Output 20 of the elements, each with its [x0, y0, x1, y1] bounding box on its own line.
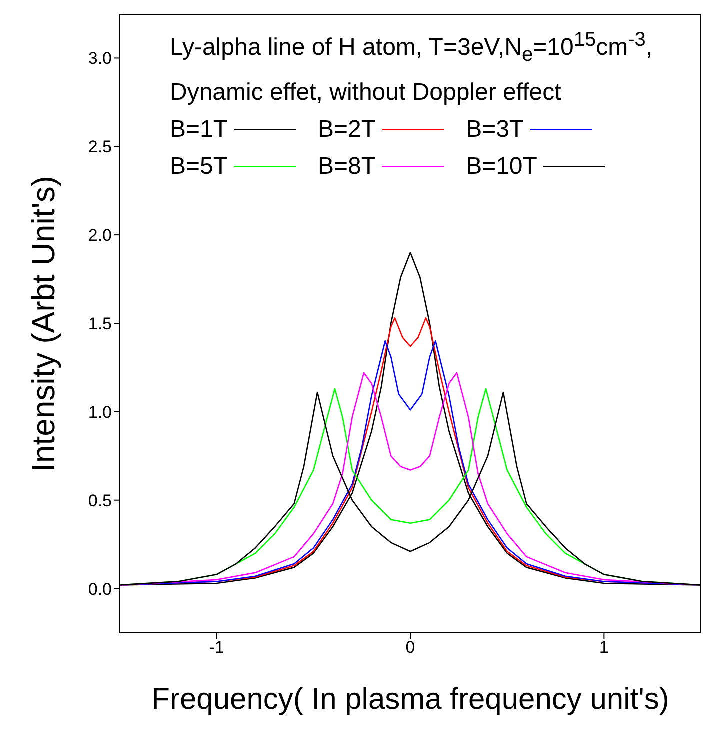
- legend-label: B=5T: [170, 152, 228, 182]
- legend-label: B=8T: [318, 152, 376, 182]
- text: Dynamic effet, without Doppler effect: [170, 78, 562, 108]
- y-tick-label: 0.0: [88, 580, 112, 599]
- x-axis-title: Frequency( In plasma frequency unit's): [150, 683, 670, 717]
- y-tick-label: 0.5: [88, 491, 112, 510]
- y-tick-label: 1.5: [88, 314, 112, 334]
- x-tick-label: 0: [406, 638, 416, 658]
- y-tick-label: 1.0: [88, 402, 112, 422]
- text: Ly-alpha line of H atom, T=3eV,N$_{e}$=10$^{15}$cm$^{-3}$,: [170, 28, 653, 68]
- legend-label: B=10T: [466, 152, 538, 182]
- legend-label: B=2T: [318, 114, 376, 145]
- x-tick-label: 1: [599, 638, 609, 658]
- y-tick-label: 2.5: [88, 138, 112, 157]
- legend-label: B=1T: [170, 114, 228, 145]
- y-axis-title: Intensity (Arbt Unit's): [26, 176, 62, 472]
- legend-label: B=3T: [466, 114, 524, 145]
- y-tick-label: 2.0: [88, 226, 112, 246]
- y-tick-label: 3.0: [88, 49, 112, 68]
- x-tick-label: -1: [209, 638, 224, 658]
